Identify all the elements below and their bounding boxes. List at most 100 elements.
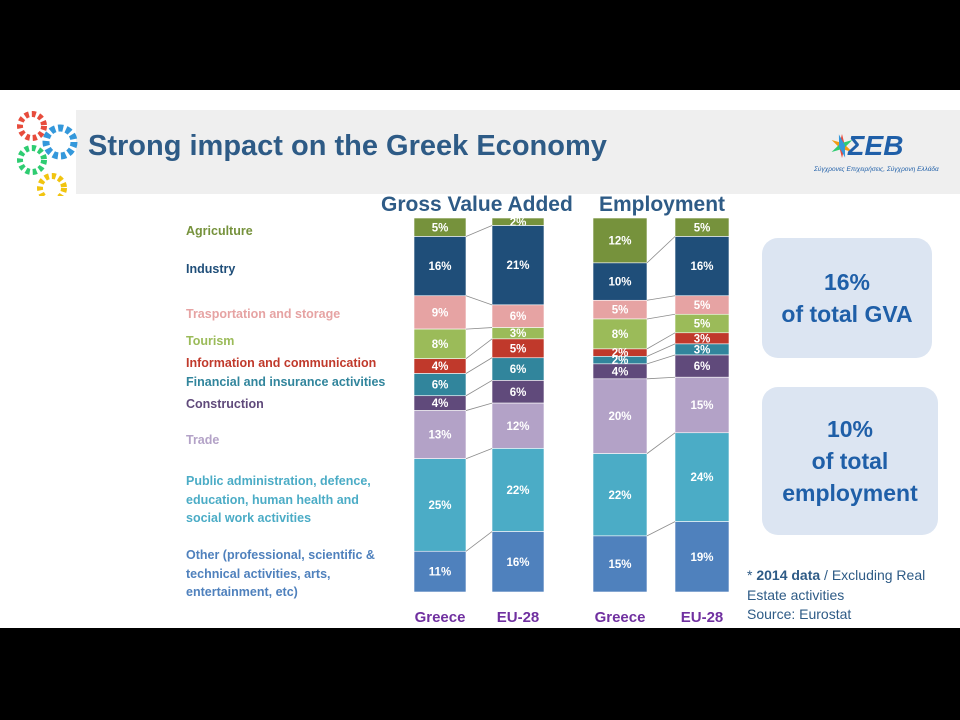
legend-item: Financial and insurance activities — [186, 375, 386, 389]
data-label: 5% — [432, 222, 449, 234]
series-connector — [646, 295, 676, 301]
gears-logo-icon — [17, 111, 78, 196]
series-connector — [646, 332, 676, 350]
seb-logo-icon — [831, 134, 853, 158]
footnote-source: Source: Eurostat — [747, 606, 852, 622]
data-label: 6% — [432, 380, 449, 392]
data-label: 3% — [694, 344, 711, 356]
data-label: 5% — [694, 300, 711, 312]
data-label: 8% — [432, 339, 449, 351]
employment-callout: 10% of total employment — [762, 387, 938, 535]
data-label: 13% — [428, 430, 451, 442]
legend-item: Public administration, defence, educatio… — [186, 474, 371, 525]
bar-segment — [592, 453, 648, 537]
footnote: * 2014 data / Excluding Real Estate acti… — [747, 566, 947, 625]
footnote-prefix: * — [747, 567, 757, 583]
series-connector — [646, 313, 676, 320]
bar-segment — [674, 376, 730, 434]
series-connector — [465, 448, 493, 460]
bar-segment — [413, 458, 467, 552]
bar-segment — [491, 448, 545, 532]
data-label: 16% — [428, 261, 451, 273]
data-label: 5% — [510, 343, 527, 355]
stacked-bar-charts: 5%16%9%8%4%6%4%13%25%11%Greece2%21%6%3%5… — [413, 217, 730, 626]
data-label: 22% — [506, 485, 529, 497]
gva-callout-value: 16% — [823, 269, 871, 295]
series-connector — [465, 531, 493, 552]
bar-segment — [413, 328, 467, 360]
data-label: 5% — [612, 305, 629, 317]
bar-segment — [491, 531, 545, 593]
legend-item: Industry — [186, 262, 236, 276]
data-label: 6% — [694, 361, 711, 373]
series-connector — [465, 357, 493, 374]
data-label: 19% — [690, 552, 713, 564]
series-connector — [465, 225, 493, 237]
series-connector — [646, 376, 676, 380]
data-label: 3% — [694, 333, 711, 345]
data-label: 15% — [690, 400, 713, 412]
series-connector — [465, 327, 493, 330]
legend-item: Agriculture — [186, 224, 253, 238]
data-label: 25% — [428, 500, 451, 512]
slide: Strong impact on the Greek Economy ΣΕΒ Σ… — [0, 90, 960, 628]
bar-segment — [413, 410, 467, 459]
data-label: 21% — [506, 260, 529, 272]
series-connector — [646, 343, 676, 357]
category-label: EU-28 — [681, 609, 724, 626]
data-label: 8% — [612, 329, 629, 341]
data-label: 10% — [608, 277, 631, 289]
data-label: 4% — [612, 366, 629, 378]
series-connector — [646, 354, 676, 365]
legend-item: Trade — [186, 433, 220, 447]
bar-segment — [491, 402, 545, 449]
data-label: 20% — [608, 411, 631, 423]
employment-callout-value: 10% — [826, 416, 874, 442]
bar-segment — [592, 262, 648, 301]
legend-item: Other (professional, scientific & techni… — [186, 548, 375, 599]
gva-callout-text: of total GVA — [781, 301, 913, 327]
bar-segment — [413, 236, 467, 297]
legend-item: Information and communication — [186, 356, 377, 370]
footnote-bold: 2014 data — [756, 567, 821, 583]
bar-segment — [491, 225, 545, 306]
category-label: Greece — [595, 609, 646, 626]
series-connector — [646, 432, 676, 454]
bar-segment — [592, 378, 648, 454]
data-label: 16% — [690, 261, 713, 273]
title-band — [76, 110, 960, 194]
category-label: Greece — [415, 609, 466, 626]
gva-callout: 16% of total GVA — [762, 238, 932, 358]
page-title: Strong impact on the Greek Economy — [88, 130, 607, 162]
series-connector — [646, 236, 676, 264]
legend-item: Construction — [186, 397, 264, 411]
bar-segment — [592, 217, 648, 264]
legend-item: Tourism — [186, 334, 235, 348]
category-label: EU-28 — [497, 609, 540, 626]
data-label: 16% — [506, 557, 529, 569]
employment-callout-text2: employment — [782, 480, 918, 506]
bar-segment — [674, 521, 730, 593]
logo-tagline: Σύγχρονες Επιχειρήσεις, Σύγχρονη Ελλάδα — [814, 166, 939, 173]
bar-segment — [592, 535, 648, 593]
data-label: 12% — [608, 235, 631, 247]
series-connector — [465, 402, 493, 411]
legend-item: Trasportation and storage — [186, 307, 341, 321]
logo-text: ΣΕΒ — [848, 130, 904, 161]
data-label: 4% — [432, 361, 449, 373]
data-label: 24% — [690, 472, 713, 484]
bar-segment — [592, 318, 648, 350]
data-label: 11% — [429, 567, 451, 579]
data-label: 6% — [510, 364, 527, 376]
data-label: 9% — [432, 307, 449, 319]
series-connector — [465, 295, 493, 306]
footnote-rest: / Excluding Real Estate activities — [747, 567, 926, 603]
bar-segment — [674, 236, 730, 297]
data-label: 5% — [694, 222, 711, 234]
employment-callout-text1: of total — [811, 448, 889, 474]
data-label: 5% — [694, 319, 711, 331]
data-label: 15% — [608, 559, 631, 571]
employment-header: Employment — [599, 193, 726, 216]
gva-header: Gross Value Added — [381, 193, 573, 216]
data-label: 12% — [506, 421, 529, 433]
